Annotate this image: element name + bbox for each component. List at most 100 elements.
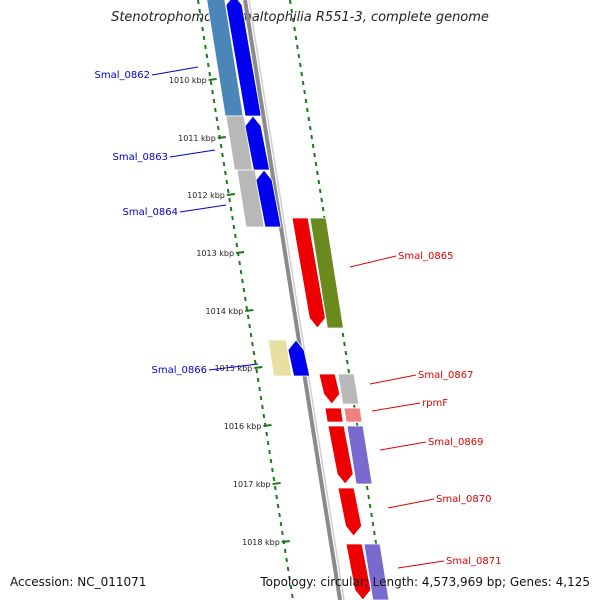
- forward-cds-arrow: [255, 169, 282, 228]
- outer-tick-ring: [367, 494, 370, 500]
- gene-label-reverse: Smal_0865: [398, 251, 453, 262]
- inner-tick-ring: [288, 575, 291, 581]
- inner-tick-ring: [271, 467, 274, 473]
- accession-text: Accession: NC_011071: [10, 575, 147, 589]
- outer-tick-ring: [368, 503, 372, 509]
- gene-label-reverse: Smal_0870: [436, 494, 491, 505]
- inner-tick-ring: [275, 494, 278, 500]
- outer-tick-ring: [316, 170, 319, 176]
- reverse-cds-arrow: [318, 373, 341, 405]
- forward-cds-arrow: [287, 339, 311, 377]
- inner-tick-ring: [281, 530, 284, 536]
- forward-cds-arrow: [225, 0, 262, 117]
- inner-tick-ring: [208, 71, 212, 77]
- reverse-feature-block: [346, 425, 373, 485]
- inner-tick-ring: [285, 557, 288, 563]
- gene-label-leader: [151, 66, 199, 76]
- outer-tick-ring: [314, 161, 318, 167]
- inner-tick-ring: [251, 341, 254, 347]
- inner-tick-ring: [229, 206, 233, 212]
- inner-tick-ring: [278, 512, 281, 518]
- inner-tick-ring: [265, 431, 269, 437]
- outer-tick-ring: [296, 44, 299, 50]
- inner-tick-ring: [222, 161, 226, 167]
- outer-tick-ring: [306, 107, 309, 113]
- inner-tick-ring: [272, 476, 276, 482]
- outer-tick-ring: [370, 512, 373, 518]
- inner-tick-ring: [202, 35, 206, 41]
- outer-tick-ring: [341, 332, 345, 338]
- gene-label-leader: [208, 363, 259, 371]
- gene-label-leader: [397, 560, 445, 569]
- inner-tick-ring: [226, 188, 230, 194]
- tick-mark: [263, 424, 272, 427]
- tick-mark: [208, 78, 217, 81]
- inner-tick-ring: [276, 503, 280, 509]
- inner-tick-ring: [283, 548, 287, 554]
- reverse-cds-arrow: [345, 543, 372, 600]
- reverse-feature-block: [309, 217, 344, 329]
- outer-tick-ring: [317, 179, 321, 185]
- inner-tick-ring: [266, 440, 270, 446]
- reverse-strand-features: [291, 217, 390, 600]
- inner-tick-ring: [228, 197, 231, 203]
- outer-tick-ring: [320, 197, 323, 203]
- forward-feature-block: [236, 169, 265, 228]
- outer-tick-ring: [344, 350, 348, 356]
- inner-tick-ring: [239, 269, 243, 275]
- outer-tick-ring: [347, 368, 351, 374]
- outer-tick-ring: [293, 26, 296, 32]
- inner-tick-ring: [214, 107, 217, 113]
- outer-tick-ring: [365, 485, 369, 491]
- outer-tick-ring: [308, 125, 312, 131]
- tick-mark: [245, 309, 254, 312]
- reverse-feature-block: [363, 543, 390, 600]
- outer-tick-ring: [318, 188, 322, 194]
- outer-tick-ring: [307, 116, 311, 122]
- inner-tick-ring: [249, 332, 253, 338]
- inner-tick-ring: [256, 377, 260, 383]
- inner-tick-ring: [225, 179, 229, 185]
- outer-tick-ring: [313, 152, 316, 158]
- outer-tick-ring: [374, 539, 378, 545]
- inner-tick-ring: [206, 62, 210, 68]
- inner-tick-ring: [199, 17, 203, 23]
- forward-cds-arrow: [244, 115, 271, 171]
- inner-tick-ring: [234, 233, 237, 239]
- inner-tick-ring: [211, 89, 214, 95]
- inner-tick-ring: [289, 584, 293, 590]
- gene-label-leader: [371, 402, 421, 412]
- inner-tick-ring: [219, 143, 223, 149]
- inner-tick-ring: [232, 224, 236, 230]
- tick-mark: [235, 251, 245, 254]
- outer-tick-ring: [346, 359, 349, 365]
- inner-tick-ring: [286, 566, 290, 572]
- inner-tick-ring: [244, 296, 247, 302]
- tick-label: 1011 kbp: [178, 134, 216, 143]
- tick-label: 1017 kbp: [233, 480, 271, 489]
- gene-label-leader: [387, 498, 435, 509]
- inner-tick-ring: [258, 386, 261, 392]
- inner-tick-ring: [252, 350, 256, 356]
- inner-tick-ring: [273, 485, 277, 491]
- outer-tick-ring: [321, 206, 325, 212]
- inner-tick-ring: [248, 323, 251, 329]
- outer-tick-ring: [297, 53, 301, 59]
- inner-tick-ring: [255, 368, 259, 374]
- inner-tick-ring: [197, 0, 200, 5]
- backbone-line: [243, 0, 342, 600]
- inner-tick-ring: [201, 26, 204, 32]
- tick-label: 1016 kbp: [224, 422, 262, 431]
- inner-tick-ring: [212, 98, 216, 104]
- forward-strand-features: [206, 0, 311, 377]
- gene-label-forward: Smal_0862: [95, 70, 150, 81]
- inner-tick-ring: [262, 413, 266, 419]
- gene-label-forward: Smal_0866: [152, 365, 207, 376]
- gene-label-reverse: Smal_0871: [446, 556, 501, 567]
- tick-label: 1013 kbp: [196, 249, 234, 258]
- inner-tick-ring: [245, 305, 249, 311]
- reverse-cds-arrow: [327, 425, 354, 485]
- outer-tick-ring: [304, 98, 308, 104]
- outer-tick-ring: [300, 71, 304, 77]
